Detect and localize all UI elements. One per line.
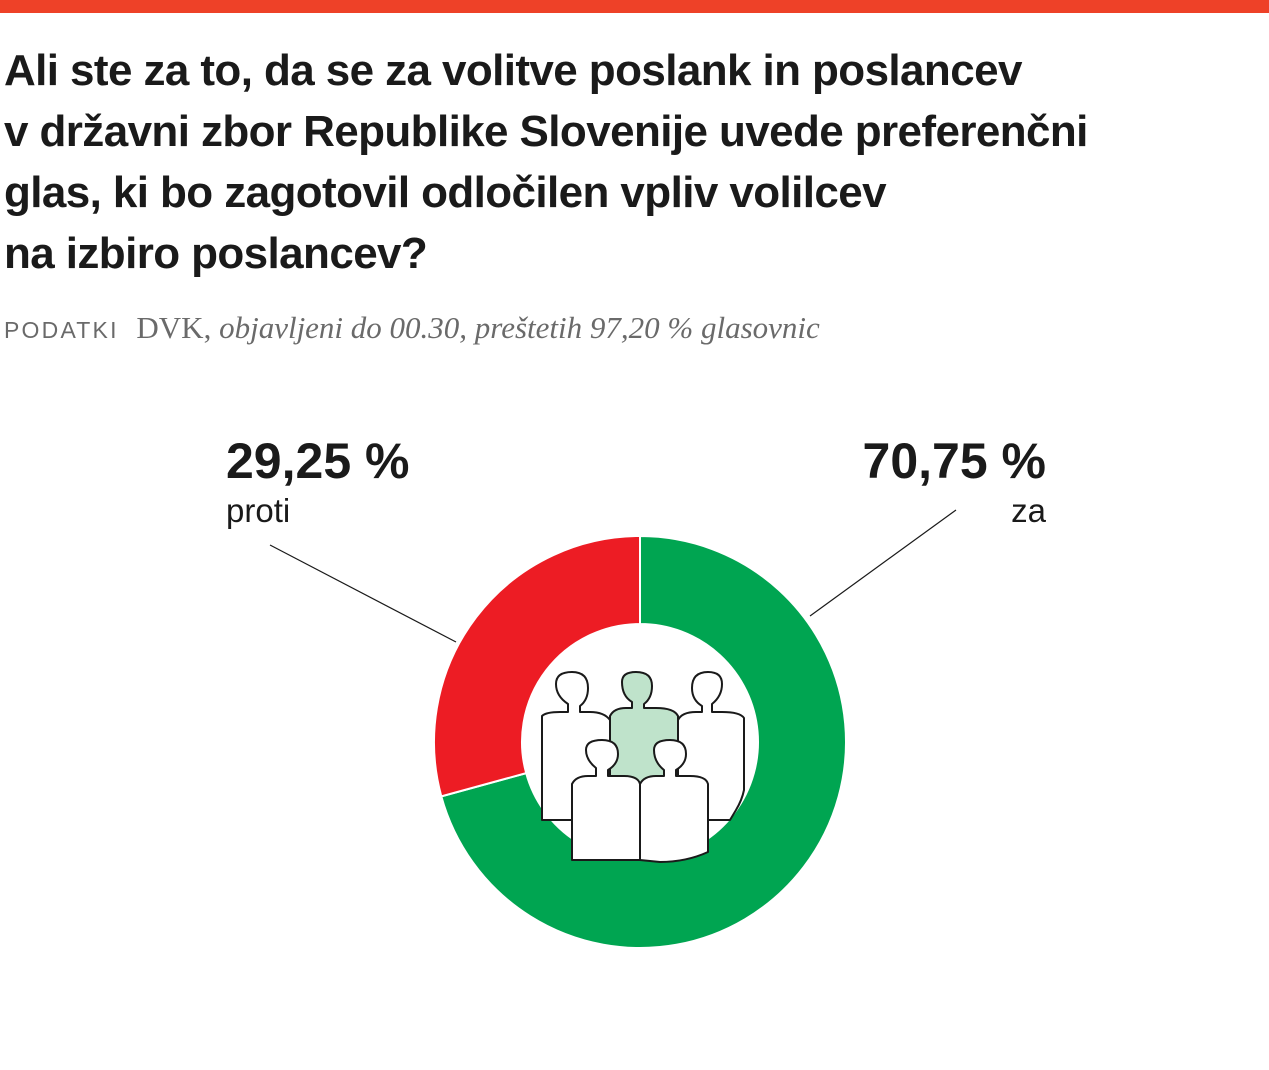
leader-lines [269, 509, 957, 643]
slice-za [440, 534, 847, 949]
leader-line-za [809, 509, 957, 617]
person-icon [571, 739, 641, 861]
title-line-1: Ali ste za to, da se za volitve poslank … [4, 46, 1022, 95]
value-label-proti: 29,25 % [226, 433, 409, 489]
slice-proti [433, 534, 641, 798]
title-line-3: glas, ki bo zagotovil odločilen vpliv vo… [4, 168, 887, 217]
category-label-za: za [1011, 492, 1047, 529]
category-label-proti: proti [226, 492, 290, 529]
title-line-2: v državni zbor Republike Slovenije uvede… [4, 107, 1088, 156]
slice-labels: 70,75 %za 29,25 %proti [226, 433, 1047, 529]
people-group-icon [541, 671, 745, 863]
title-line-4: na izbiro poslancev? [4, 229, 428, 278]
source-label: PODATKI [4, 317, 119, 343]
donut-slices [433, 534, 847, 949]
top-accent-bar [0, 0, 1269, 13]
value-label-za: 70,75 % [863, 433, 1046, 489]
source-note: PODATKI DVK, objavljeni do 00.30, prešte… [4, 308, 820, 350]
source-org: DVK, [136, 310, 212, 345]
source-details: objavljeni do 00.30, preštetih 97,20 % g… [219, 310, 820, 345]
person-icon [639, 739, 709, 863]
chart-title: Ali ste za to, da se za volitve poslank … [4, 40, 1254, 284]
leader-line-proti [269, 544, 457, 643]
